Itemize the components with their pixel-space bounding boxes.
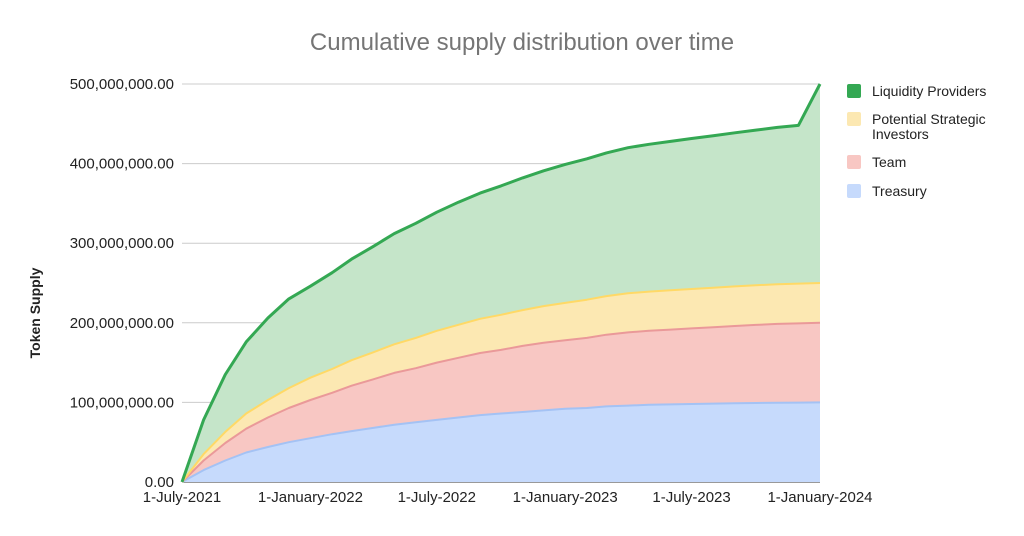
legend-swatch <box>847 84 861 98</box>
area-treasury <box>182 402 820 482</box>
y-tick-label: 500,000,000.00 <box>70 76 174 93</box>
x-tick-label: 1-July-2022 <box>398 489 476 506</box>
x-tick-label: 1-July-2021 <box>143 489 221 506</box>
y-tick-label: 0.00 <box>145 474 174 491</box>
legend-swatch <box>847 155 861 169</box>
y-tick-label: 200,000,000.00 <box>70 315 174 332</box>
legend-item-liquidity-providers: Liquidity Providers <box>847 83 986 99</box>
legend-label: Treasury <box>872 183 927 199</box>
legend-item-potential-strategic-investors: Potential Strategic Investors <box>847 111 986 142</box>
x-tick-label: 1-January-2023 <box>513 489 618 506</box>
area-liquidity-providers <box>182 84 820 482</box>
legend: Liquidity Providers Potential Strategic In… <box>847 83 986 199</box>
x-tick-label: 1-January-2022 <box>258 489 363 506</box>
y-tick-label: 100,000,000.00 <box>70 394 174 411</box>
legend-item-team: Team <box>847 154 906 170</box>
line-team <box>181 321 821 483</box>
line-treasury <box>181 401 821 483</box>
legend-swatch <box>847 184 861 198</box>
y-tick-label: 400,000,000.00 <box>70 156 174 173</box>
area-potential-strategic-investors <box>182 283 820 482</box>
legend-label: Potential Strategic Investors <box>872 111 986 142</box>
y-tick-label: 300,000,000.00 <box>70 235 174 252</box>
x-axis-ticks: 1-July-2021 1-January-2022 1-July-2022 1-Ja… <box>143 489 873 506</box>
chart-title: Cumulative supply distribution over time <box>310 29 734 56</box>
x-tick-label: 1-January-2024 <box>767 489 872 506</box>
legend-swatch <box>847 112 861 126</box>
line-liquidity-providers <box>180 83 822 483</box>
y-axis-label: Token Supply <box>27 267 43 358</box>
area-team <box>182 322 820 482</box>
legend-item-treasury: Treasury <box>847 183 927 199</box>
y-axis-ticks: 0.00 100,000,000.00 200,000,000.00 300,000,… <box>70 76 174 491</box>
line-potential-strategic-investors <box>181 282 821 483</box>
legend-label: Team <box>872 154 906 170</box>
legend-label: Liquidity Providers <box>872 83 986 99</box>
area-series <box>182 84 820 482</box>
series-lines <box>180 83 822 483</box>
x-tick-label: 1-July-2023 <box>652 489 730 506</box>
